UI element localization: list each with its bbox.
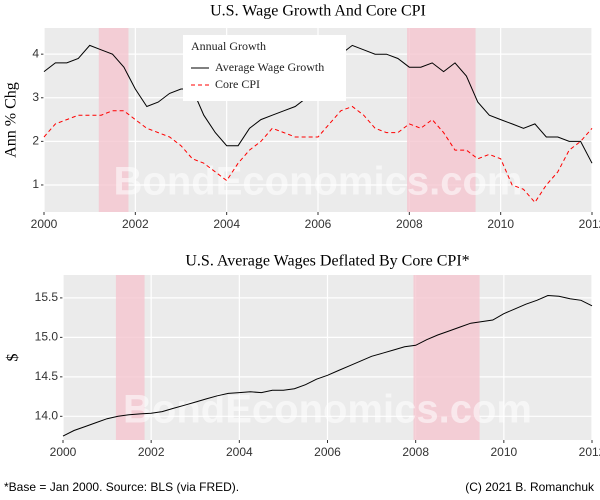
x-tick-label: 2012	[579, 217, 600, 231]
x-tick-label: 2008	[402, 445, 429, 459]
x-tick-label: 2006	[305, 217, 332, 231]
x-tick-label: 2000	[50, 445, 77, 459]
chart-title: U.S. Average Wages Deflated By Core CPI*	[185, 253, 469, 270]
watermark: BondEconomics.com	[123, 388, 532, 432]
recession-shade	[115, 275, 145, 440]
recession-shade	[407, 28, 476, 212]
chart-title: U.S. Wage Growth And Core CPI	[210, 3, 426, 20]
y-tick-label: 4	[32, 46, 39, 60]
x-tick-label: 2002	[122, 217, 149, 231]
legend-title: Annual Growth	[191, 39, 266, 53]
x-tick-label: 2010	[490, 445, 517, 459]
y-axis-label: Ann % Chg	[3, 82, 20, 158]
series-line	[43, 105, 593, 204]
x-tick-label: 2008	[396, 217, 423, 231]
watermark: BondEconomics.com	[114, 160, 523, 204]
y-tick-label: 3	[32, 90, 39, 104]
y-tick-label: 14.5	[35, 369, 59, 383]
x-tick-label: 2004	[226, 445, 253, 459]
x-tick-label: 2004	[213, 217, 240, 231]
x-tick-label: 2006	[314, 445, 341, 459]
y-tick-label: 1	[32, 177, 39, 191]
y-tick-label: 15.0	[35, 330, 59, 344]
footnote: *Base = Jan 2000. Source: BLS (via FRED)…	[4, 480, 239, 494]
credit: (C) 2021 B. Romanchuk	[465, 480, 595, 494]
x-tick-label: 2002	[138, 445, 165, 459]
recession-shade	[98, 28, 129, 212]
y-tick-label: 2	[32, 134, 39, 148]
y-axis-label: $	[5, 354, 22, 362]
y-tick-label: 14.0	[35, 408, 59, 422]
series-line	[62, 294, 593, 437]
x-tick-label: 2012	[579, 445, 600, 459]
legend-label: Average Wage Growth	[215, 60, 324, 74]
recession-shade	[413, 275, 480, 440]
y-tick-label: 15.5	[35, 290, 59, 304]
x-tick-label: 2000	[31, 217, 58, 231]
legend-label: Core CPI	[215, 77, 260, 91]
x-tick-label: 2010	[487, 217, 514, 231]
legend-box	[183, 35, 346, 101]
